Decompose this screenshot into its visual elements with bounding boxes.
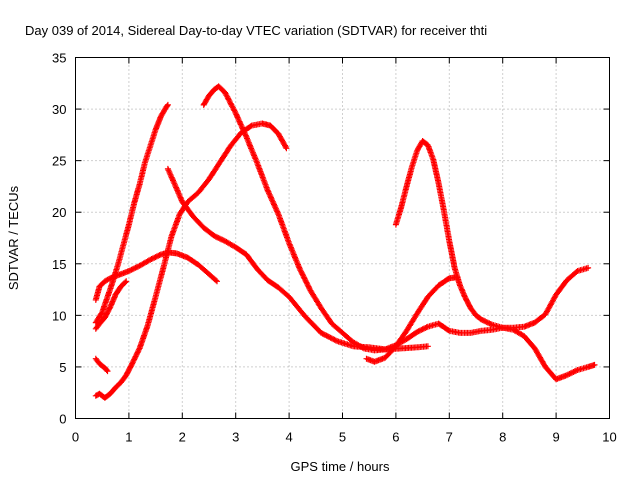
series-5 — [92, 278, 130, 332]
series-4 — [92, 101, 171, 326]
y-tick-label: 0 — [59, 412, 66, 427]
x-tick-label: 8 — [499, 430, 506, 445]
series-6 — [92, 120, 290, 401]
series-9-markers — [363, 274, 461, 365]
y-tick-label: 25 — [52, 154, 66, 169]
x-tick-label: 1 — [125, 430, 132, 445]
chart-title: Day 039 of 2014, Sidereal Day-to-day VTE… — [25, 23, 487, 38]
y-tick-label: 30 — [52, 102, 66, 117]
plot-frame — [75, 57, 610, 419]
series-9 — [363, 274, 461, 365]
series-8-markers — [200, 83, 598, 383]
x-tick-label: 4 — [285, 430, 292, 445]
grid — [75, 57, 610, 419]
y-axis-label: SDTVAR / TECUs — [6, 185, 21, 290]
series-5-markers — [92, 278, 130, 332]
series-10 — [392, 138, 592, 331]
y-tick-label: 5 — [59, 360, 66, 375]
x-tick-label: 9 — [552, 430, 559, 445]
series-3 — [92, 355, 111, 375]
y-tick-label: 20 — [52, 205, 66, 220]
series-8 — [200, 83, 598, 383]
x-tick-label: 3 — [232, 430, 239, 445]
y-tick-label: 10 — [52, 308, 66, 323]
series-2-markers — [165, 249, 220, 285]
series-10-markers — [392, 138, 592, 331]
x-tick-label: 2 — [179, 430, 186, 445]
x-axis-label: GPS time / hours — [291, 459, 390, 474]
y-tick-label: 35 — [52, 51, 66, 66]
x-tick-label: 0 — [72, 430, 79, 445]
x-tick-label: 5 — [339, 430, 346, 445]
series-6-markers — [92, 120, 290, 401]
axes: 0 1 2 3 4 5 6 7 8 9 10 0 5 10 15 20 25 30 35 — [52, 51, 617, 445]
series-3-markers — [92, 355, 111, 375]
x-tick-label: 6 — [392, 430, 399, 445]
series-2 — [165, 249, 220, 285]
series-4-markers — [92, 101, 171, 326]
y-tick-label: 15 — [52, 257, 66, 272]
x-tick-label: 7 — [446, 430, 453, 445]
x-tick-label: 10 — [602, 430, 616, 445]
data-series — [92, 83, 598, 401]
